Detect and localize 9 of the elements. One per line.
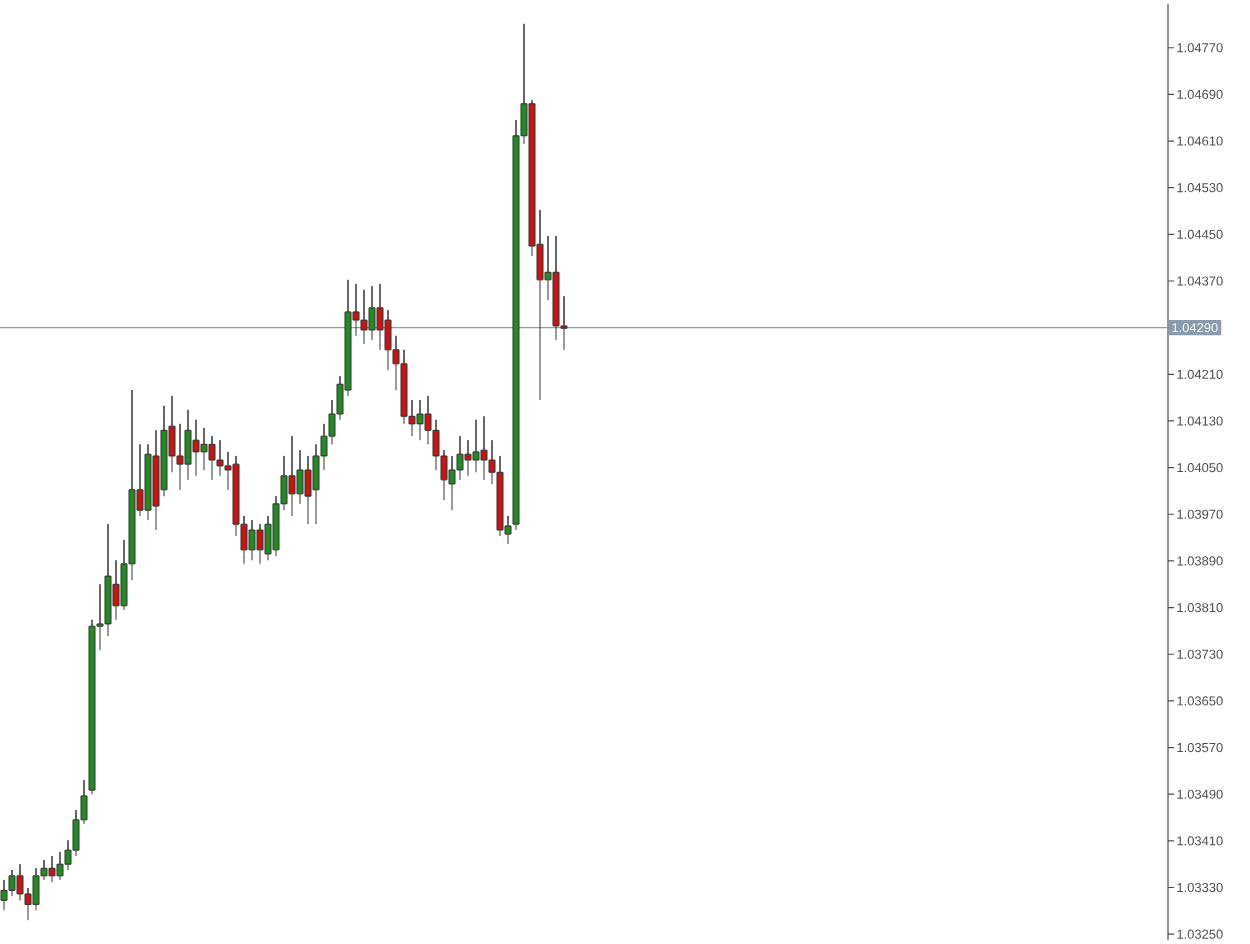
candlestick <box>256 523 264 565</box>
candlestick <box>288 435 296 517</box>
candlestick <box>416 399 424 441</box>
candlestick <box>480 415 488 481</box>
candlestick <box>360 289 368 345</box>
candlestick <box>248 519 256 561</box>
candlestick <box>48 855 56 883</box>
candlestick <box>208 435 216 481</box>
candlestick <box>472 419 480 473</box>
